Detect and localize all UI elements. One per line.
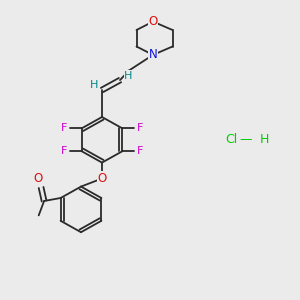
Text: H: H bbox=[124, 70, 133, 81]
Text: Cl: Cl bbox=[225, 133, 237, 146]
Text: F: F bbox=[136, 123, 143, 134]
Text: F: F bbox=[61, 123, 68, 134]
Text: —: — bbox=[239, 133, 252, 146]
Text: H: H bbox=[260, 133, 269, 146]
Text: N: N bbox=[148, 48, 158, 62]
Text: O: O bbox=[34, 172, 43, 185]
Text: H: H bbox=[89, 80, 98, 91]
Text: F: F bbox=[61, 146, 68, 156]
Text: F: F bbox=[136, 146, 143, 156]
Text: O: O bbox=[98, 172, 106, 185]
Text: O: O bbox=[148, 15, 158, 28]
